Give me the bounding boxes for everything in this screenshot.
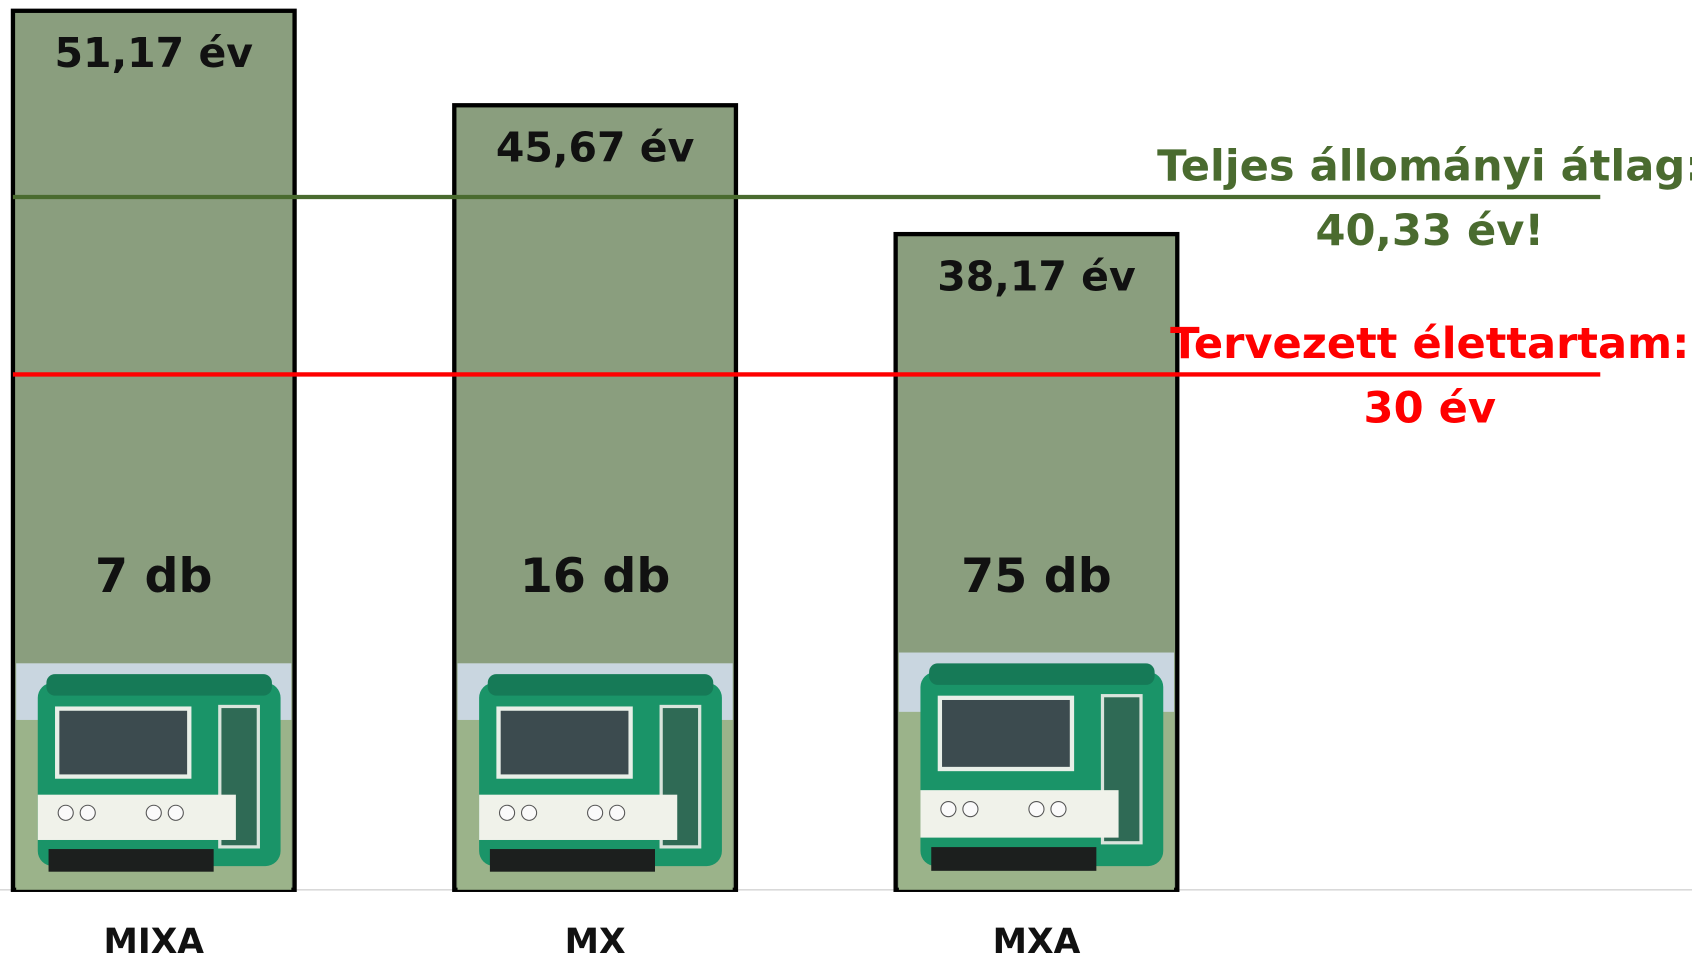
value-label: 51,17 év — [55, 29, 254, 77]
headlight — [498, 804, 516, 821]
train-photo — [457, 663, 733, 890]
train-photo — [898, 652, 1175, 890]
train-roof — [929, 663, 1155, 685]
bumper — [48, 849, 214, 872]
train-roof — [487, 674, 714, 696]
x-tick-label: MXA — [993, 922, 1081, 961]
window — [55, 706, 192, 779]
headlight — [79, 804, 96, 821]
reference-value-label: 40,33 év! — [1315, 206, 1544, 256]
reference-label: Teljes állományi átlag: — [1157, 141, 1692, 191]
headlight — [520, 804, 538, 821]
count-label: 75 db — [961, 549, 1112, 604]
bumper — [489, 849, 656, 872]
headlight — [587, 804, 604, 821]
headlight — [1050, 801, 1067, 818]
count-label: 16 db — [520, 549, 671, 604]
headlight — [1028, 801, 1045, 818]
train-roof — [46, 674, 272, 696]
headlight — [962, 801, 979, 818]
window — [937, 695, 1075, 772]
window — [496, 706, 633, 779]
train-photo — [16, 663, 292, 890]
headlight — [145, 804, 162, 821]
bumper — [931, 847, 1097, 871]
headlight — [609, 804, 626, 821]
value-label: 45,67 év — [496, 124, 695, 172]
value-label: 38,17 év — [937, 252, 1136, 300]
reference-value-label: 30 év — [1364, 384, 1496, 434]
count-label: 7 db — [95, 549, 213, 604]
reference-label: Tervezett élettartam: — [1170, 319, 1689, 369]
x-tick-label: MX — [565, 922, 626, 961]
headlight — [940, 801, 957, 818]
x-tick-label: MIXA — [103, 922, 204, 961]
headlight — [167, 804, 184, 821]
headlight — [57, 804, 74, 821]
